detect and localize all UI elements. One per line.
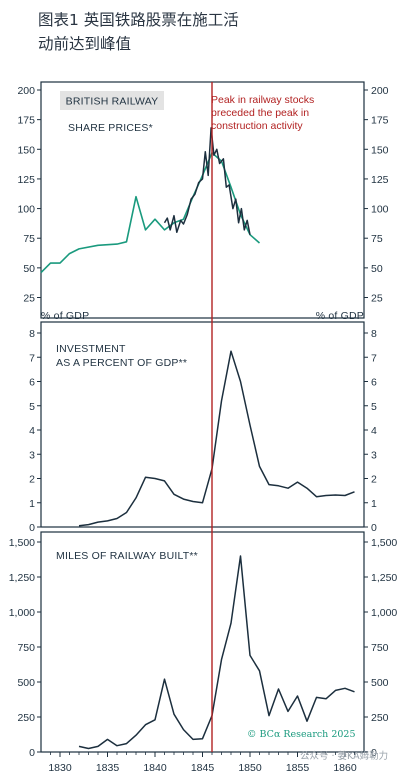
ytick-label-left: 8 xyxy=(29,328,35,340)
miles-built-title: MILES OF RAILWAY BUILT** xyxy=(56,550,198,562)
ytick-label-right: 8 xyxy=(371,328,377,340)
page-title-line2: 动前达到峰值 xyxy=(38,35,132,53)
ytick-label-left: 2 xyxy=(29,474,35,486)
ytick-label-right: 750 xyxy=(371,642,389,654)
ytick-label-left: 1 xyxy=(29,498,35,510)
ytick-label-right: 150 xyxy=(371,144,389,156)
ytick-label-left: 1,250 xyxy=(9,572,35,584)
series-line-panel2-dark xyxy=(78,350,355,527)
ytick-label-right: 1,000 xyxy=(371,607,397,619)
ytick-label-right: 500 xyxy=(371,677,389,689)
ytick-label-left: 250 xyxy=(17,712,35,724)
page-title: 图表1 英国铁路股票在施工活 动前达到峰值 xyxy=(38,8,239,56)
series-line-panel1-dark xyxy=(163,127,251,235)
annotation-line-1: Peak in railway stocks xyxy=(211,94,314,106)
ytick-label-right: 1 xyxy=(371,498,377,510)
series-line-panel3-dark xyxy=(78,555,355,750)
ytick-label-left: 75 xyxy=(23,233,35,245)
xtick-label: 1830 xyxy=(48,762,72,774)
ytick-label-left: 6 xyxy=(29,377,35,389)
ytick-label-right: 7 xyxy=(371,352,377,364)
ytick-label-left: 0 xyxy=(29,522,35,534)
investment-subtitle: AS A PERCENT OF GDP** xyxy=(56,357,187,369)
ytick-label-left: 5 xyxy=(29,401,35,413)
ytick-label-left: 3 xyxy=(29,449,35,461)
ytick-label-left: 7 xyxy=(29,352,35,364)
ytick-label-right: 4 xyxy=(371,425,377,437)
xtick-label: 1855 xyxy=(286,762,310,774)
ytick-label-right: 250 xyxy=(371,712,389,724)
panel-frame-1 xyxy=(40,81,365,319)
xtick-label: 1840 xyxy=(143,762,167,774)
source-label: © BCα Research 2025 xyxy=(247,729,356,740)
xtick-label: 1845 xyxy=(191,762,215,774)
ytick-label-left: 150 xyxy=(17,144,35,156)
ytick-label-right: 200 xyxy=(371,85,389,97)
left-axis-label: % of GDP xyxy=(41,310,89,322)
annotation-line-2: preceded the peak in xyxy=(211,107,309,119)
ytick-label-right: 3 xyxy=(371,449,377,461)
ytick-label-left: 175 xyxy=(17,115,35,127)
series-line-panel1-green xyxy=(40,152,261,274)
british-railway-label: BRITISH RAILWAY xyxy=(66,96,159,108)
xtick-label: 1860 xyxy=(333,762,357,774)
investment-title: INVESTMENT xyxy=(56,343,126,355)
ytick-label-right: 100 xyxy=(371,204,389,216)
panel-frame-3 xyxy=(40,531,365,753)
ytick-label-left: 500 xyxy=(17,677,35,689)
british-railway-box xyxy=(60,91,164,110)
xtick-label: 1835 xyxy=(96,762,120,774)
panel-frame-2 xyxy=(40,321,365,528)
ytick-label-right: 0 xyxy=(371,522,377,534)
ytick-label-left: 200 xyxy=(17,85,35,97)
ytick-label-left: 100 xyxy=(17,204,35,216)
ytick-label-left: 1,000 xyxy=(9,607,35,619)
ytick-label-right: 75 xyxy=(371,233,383,245)
ytick-label-right: 2 xyxy=(371,474,377,486)
ytick-label-left: 50 xyxy=(23,263,35,275)
watermark-label: 公众号 · 姜KA姆勒力 xyxy=(300,750,388,762)
ytick-label-right: 25 xyxy=(371,293,383,305)
share-prices-title: SHARE PRICES* xyxy=(68,122,153,134)
page-title-line1: 图表1 英国铁路股票在施工活 xyxy=(38,11,239,29)
ytick-label-left: 750 xyxy=(17,642,35,654)
ytick-label-left: 4 xyxy=(29,425,35,437)
ytick-label-right: 5 xyxy=(371,401,377,413)
ytick-label-left: 125 xyxy=(17,174,35,186)
ytick-label-right: 125 xyxy=(371,174,389,186)
ytick-label-left: 1,500 xyxy=(9,537,35,549)
ytick-label-right: 0 xyxy=(371,747,377,759)
ytick-label-right: 1,250 xyxy=(371,572,397,584)
ytick-label-right: 6 xyxy=(371,377,377,389)
ytick-label-left: 0 xyxy=(29,747,35,759)
xtick-label: 1850 xyxy=(238,762,262,774)
ytick-label-right: 1,500 xyxy=(371,537,397,549)
ytick-label-right: 50 xyxy=(371,263,383,275)
ytick-label-right: 175 xyxy=(371,115,389,127)
right-axis-label: % of GDP xyxy=(316,310,364,322)
annotation-line-3: construction activity xyxy=(211,120,303,132)
ytick-label-left: 25 xyxy=(23,293,35,305)
